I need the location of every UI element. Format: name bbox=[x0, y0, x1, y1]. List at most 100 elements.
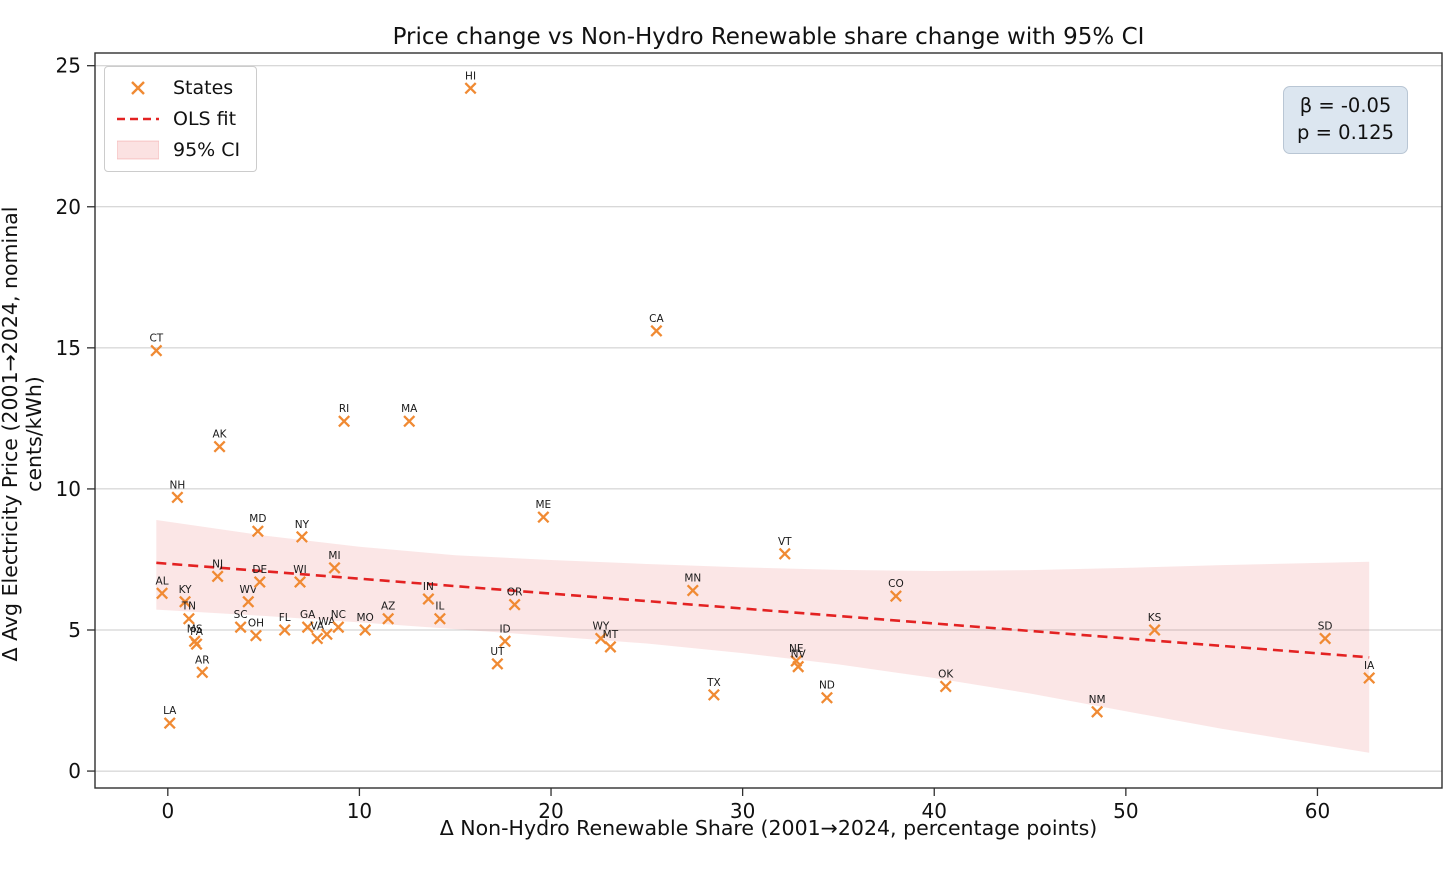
beta-value: β = -0.05 bbox=[1299, 94, 1392, 117]
state-label-TX: TX bbox=[706, 677, 721, 689]
y-tick-label-0: 0 bbox=[68, 759, 81, 783]
state-label-AZ: AZ bbox=[381, 601, 395, 613]
legend-item-ols: OLS fit bbox=[117, 108, 240, 130]
state-marker-NY bbox=[295, 530, 308, 543]
state-label-MT: MT bbox=[603, 629, 619, 641]
y-tick-label-25: 25 bbox=[56, 54, 81, 78]
state-marker-MD bbox=[251, 525, 264, 538]
legend-item-ci: 95% CI bbox=[117, 139, 240, 161]
axes-box bbox=[94, 52, 1443, 789]
state-label-NM: NM bbox=[1089, 694, 1106, 706]
state-marker-AZ bbox=[382, 612, 395, 625]
state-marker-VA bbox=[311, 632, 324, 645]
state-marker-LA bbox=[163, 717, 176, 730]
state-marker-NH bbox=[171, 491, 184, 504]
state-marker-AK bbox=[213, 440, 226, 453]
state-label-OH: OH bbox=[248, 618, 264, 630]
state-marker-CA bbox=[650, 324, 663, 337]
ci-band-icon bbox=[117, 140, 159, 160]
state-label-ME: ME bbox=[536, 499, 552, 511]
state-label-MA: MA bbox=[401, 403, 418, 415]
state-label-NC: NC bbox=[331, 609, 346, 621]
x-tick-label-60: 60 bbox=[1305, 799, 1330, 823]
state-label-NV: NV bbox=[791, 649, 807, 661]
state-label-IN: IN bbox=[423, 581, 434, 593]
state-label-AL: AL bbox=[156, 575, 169, 587]
state-marker-IL bbox=[433, 612, 446, 625]
state-marker-DE bbox=[253, 576, 266, 589]
state-marker-MA bbox=[403, 415, 416, 428]
state-marker-OR bbox=[508, 598, 521, 611]
x-tick-label-0: 0 bbox=[161, 799, 174, 823]
state-marker-AL bbox=[156, 587, 169, 600]
chart-title: Price change vs Non-Hydro Renewable shar… bbox=[392, 24, 1145, 50]
state-marker-TN bbox=[182, 612, 195, 625]
state-marker-MO bbox=[359, 623, 372, 637]
x-tick-label-40: 40 bbox=[922, 799, 947, 823]
state-label-TN: TN bbox=[181, 601, 196, 613]
state-label-NJ: NJ bbox=[212, 558, 223, 570]
state-marker-WV bbox=[242, 595, 255, 608]
state-label-HI: HI bbox=[465, 70, 476, 82]
state-marker-TX bbox=[707, 688, 720, 701]
state-marker-IA bbox=[1363, 671, 1376, 684]
y-tick-label-5: 5 bbox=[68, 618, 81, 642]
state-label-KS: KS bbox=[1148, 612, 1162, 624]
state-marker-ME bbox=[537, 511, 550, 524]
state-label-MS: MS bbox=[187, 623, 203, 635]
state-label-RI: RI bbox=[339, 403, 349, 415]
state-label-OK: OK bbox=[938, 668, 954, 680]
state-label-MO: MO bbox=[357, 612, 374, 624]
x-tick-label-20: 20 bbox=[538, 799, 563, 823]
states-marker-icon bbox=[117, 79, 159, 97]
state-label-UT: UT bbox=[490, 646, 505, 658]
state-label-MD: MD bbox=[249, 513, 266, 525]
state-label-NE: NE bbox=[789, 643, 804, 655]
state-label-CO: CO bbox=[888, 578, 904, 590]
state-marker-CO bbox=[889, 590, 902, 603]
state-marker-UT bbox=[491, 657, 504, 670]
state-marker-SD bbox=[1319, 632, 1332, 645]
state-marker-MI bbox=[328, 561, 341, 574]
state-label-NH: NH bbox=[170, 479, 186, 491]
state-marker-AR bbox=[196, 666, 209, 679]
ci-band bbox=[156, 519, 1370, 753]
state-label-ID: ID bbox=[499, 623, 510, 635]
state-marker-PA bbox=[190, 638, 203, 651]
state-marker-KS bbox=[1148, 623, 1161, 637]
y-tick-label-10: 10 bbox=[56, 477, 81, 501]
legend: States OLS fit 95% CI bbox=[104, 66, 258, 172]
state-label-CA: CA bbox=[649, 313, 664, 325]
state-marker-CT bbox=[150, 344, 163, 357]
state-marker-KY bbox=[179, 595, 192, 608]
y-axis-label: Δ Avg Electricity Price (2001→2024, nomi… bbox=[0, 206, 46, 662]
state-label-OR: OR bbox=[507, 587, 523, 599]
state-marker-GA bbox=[301, 621, 314, 634]
state-marker-WY bbox=[594, 632, 607, 645]
state-label-ND: ND bbox=[819, 680, 835, 692]
state-label-CT: CT bbox=[149, 333, 163, 345]
state-label-SC: SC bbox=[234, 609, 248, 621]
state-marker-ND bbox=[820, 691, 833, 704]
state-marker-IN bbox=[422, 592, 435, 605]
state-marker-HI bbox=[464, 82, 477, 95]
state-marker-NM bbox=[1091, 705, 1104, 718]
state-marker-MT bbox=[604, 640, 617, 653]
state-marker-MN bbox=[686, 584, 699, 597]
x-tick-label-50: 50 bbox=[1113, 799, 1138, 823]
x-axis-label: Δ Non-Hydro Renewable Share (2001→2024, … bbox=[439, 816, 1098, 840]
state-marker-ID bbox=[499, 635, 512, 648]
state-marker-WA bbox=[320, 628, 333, 641]
state-marker-OH bbox=[249, 629, 262, 642]
state-label-VT: VT bbox=[778, 536, 792, 548]
state-label-WA: WA bbox=[318, 616, 336, 628]
state-label-KY: KY bbox=[179, 584, 193, 596]
state-marker-NC bbox=[332, 621, 345, 634]
state-marker-WI bbox=[294, 576, 307, 589]
legend-ols-label: OLS fit bbox=[173, 108, 237, 130]
state-label-PA: PA bbox=[190, 626, 204, 638]
x-tick-label-30: 30 bbox=[730, 799, 755, 823]
state-label-MN: MN bbox=[684, 572, 701, 584]
